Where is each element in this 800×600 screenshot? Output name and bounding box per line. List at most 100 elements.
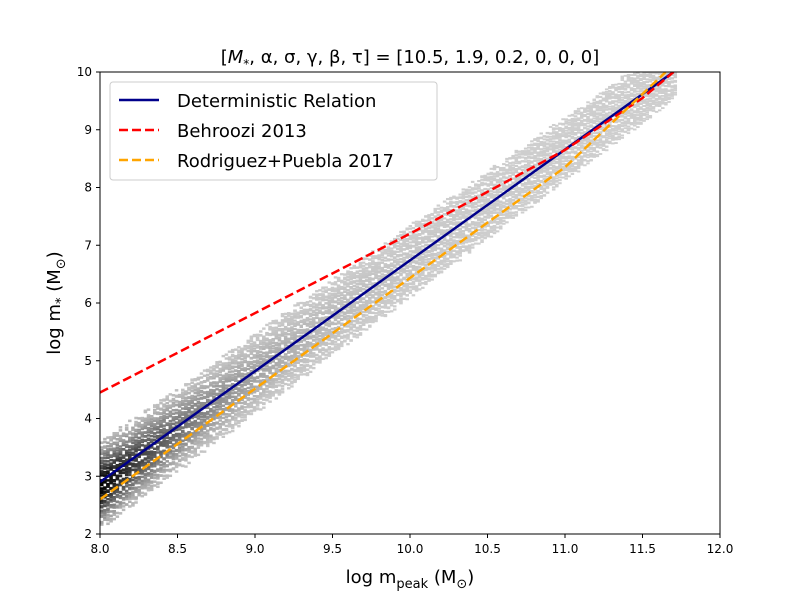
density-cell [177, 435, 182, 439]
density-cell [128, 495, 132, 498]
density-cell [181, 442, 185, 446]
density-cell [224, 374, 229, 378]
density-cell [405, 272, 409, 275]
density-cell [302, 347, 307, 350]
density-cell [162, 429, 166, 432]
density-cell [470, 234, 475, 237]
density-cell [177, 411, 182, 415]
density-cell [371, 290, 375, 294]
density-cell [414, 267, 419, 271]
density-cell [234, 354, 238, 358]
density-cell [143, 457, 148, 460]
density-cell [293, 350, 297, 354]
density-cell [283, 375, 288, 378]
density-cell [364, 269, 369, 272]
density-cell [268, 385, 272, 388]
density-cell [377, 258, 381, 261]
density-cell [449, 260, 453, 263]
density-cell [265, 375, 269, 378]
density-cell [352, 332, 356, 336]
density-cell [106, 453, 110, 457]
density-cell [212, 392, 216, 396]
density-cell [355, 266, 360, 269]
density-cell [377, 277, 381, 280]
density-cell [168, 428, 173, 431]
density-cell [352, 264, 356, 268]
density-cell [109, 517, 113, 521]
density-cell [340, 322, 344, 325]
density-cell [414, 246, 419, 250]
density-cell [165, 468, 169, 472]
density-cell [343, 290, 347, 294]
density-cell [424, 219, 428, 222]
density-cell [464, 201, 469, 204]
density-cell [165, 460, 169, 463]
density-cell [287, 317, 291, 320]
density-cell [311, 319, 316, 322]
density-cell [502, 163, 506, 166]
density-cell [221, 400, 226, 404]
density-cell [171, 416, 176, 419]
density-cell [234, 413, 238, 416]
density-cell [340, 314, 344, 317]
density-cell [237, 412, 241, 415]
density-cell [218, 369, 222, 373]
density-cell [118, 482, 123, 486]
density-cell [483, 218, 487, 221]
density-cell [483, 228, 487, 231]
density-cell [349, 315, 353, 318]
density-cell [402, 270, 406, 273]
density-cell [333, 308, 338, 311]
density-cell [492, 191, 497, 194]
density-cell [146, 474, 151, 477]
density-cell [209, 440, 213, 444]
density-cell [461, 195, 466, 198]
density-cell [430, 263, 434, 266]
density-cell [480, 191, 484, 194]
density-cell [358, 304, 363, 307]
density-cell [218, 363, 222, 366]
density-cell [327, 336, 332, 339]
density-cell [246, 392, 251, 395]
density-cell [124, 492, 129, 495]
density-cell [212, 367, 216, 371]
density-cell [193, 398, 198, 401]
density-cell [374, 312, 378, 315]
density-cell [227, 419, 232, 422]
density-cell [330, 283, 335, 286]
density-cell [100, 523, 104, 526]
density-cell [480, 203, 484, 206]
density-cell [408, 263, 413, 266]
density-cell [498, 211, 503, 215]
density-cell [368, 283, 372, 286]
density-cell [283, 382, 288, 386]
density-cell [240, 385, 244, 388]
density-cell [368, 325, 372, 328]
density-cell [427, 251, 431, 254]
density-cell [358, 266, 363, 269]
density-cell [196, 437, 201, 440]
density-cell [492, 200, 497, 203]
density-cell [324, 298, 328, 301]
density-cell [162, 420, 166, 423]
density-cell [318, 337, 322, 341]
density-cell [243, 367, 247, 370]
density-cell [199, 442, 204, 446]
density-cell [140, 484, 145, 487]
density-cell [212, 429, 216, 433]
density-cell [392, 288, 397, 291]
density-cell [349, 309, 353, 313]
density-cell [368, 280, 372, 283]
density-cell [293, 368, 297, 371]
density-cell [371, 267, 375, 270]
density-cell [421, 232, 425, 235]
density-cell [199, 386, 204, 390]
density-cell [315, 341, 319, 344]
density-cell [287, 314, 291, 317]
density-cell [205, 390, 210, 394]
density-cell [159, 412, 163, 416]
density-cell [495, 211, 500, 214]
density-cell [271, 382, 275, 385]
density-cell [196, 378, 201, 381]
density-cell [408, 245, 413, 248]
